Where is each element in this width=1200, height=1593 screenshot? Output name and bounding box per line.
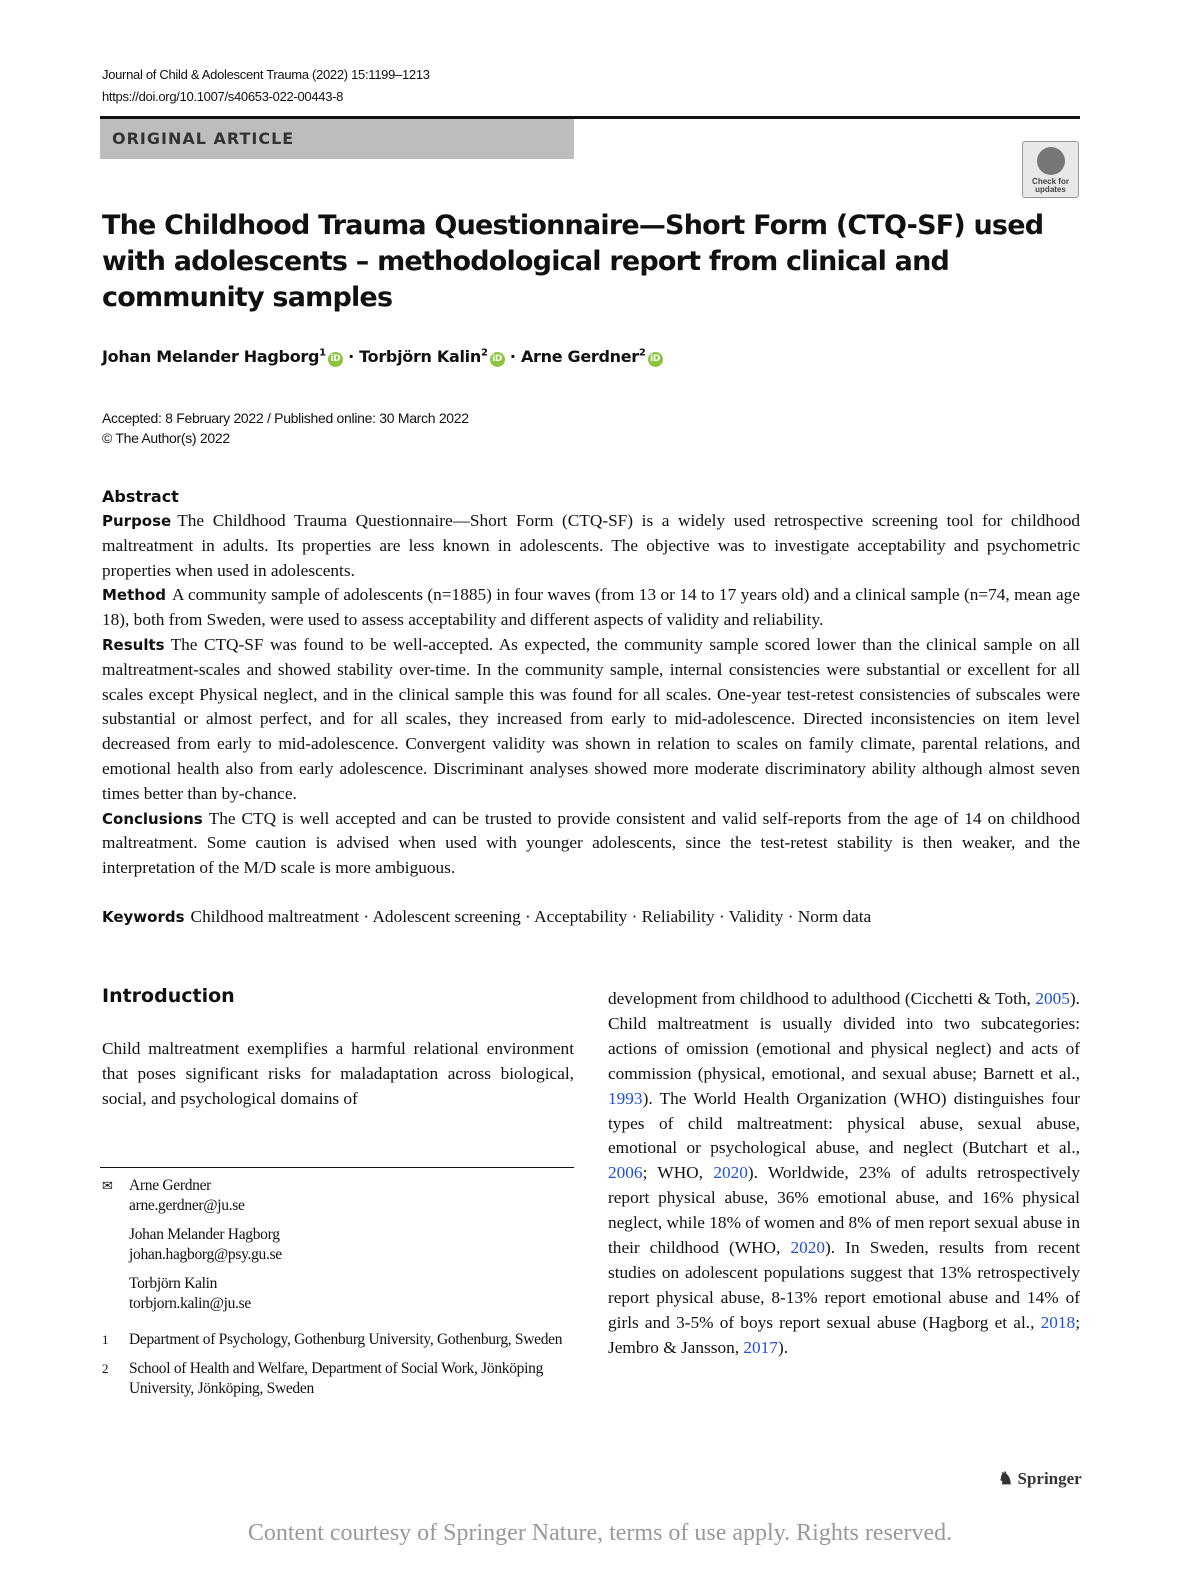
check-updates-text: updates (1035, 185, 1066, 194)
header-rule (100, 116, 1080, 119)
publication-dates: Accepted: 8 February 2022 / Published on… (102, 408, 469, 448)
keywords: Keywords Childhood maltreatment · Adolesc… (102, 907, 872, 926)
affiliation: 2 School of Health and Welfare, Departmen… (102, 1360, 544, 1397)
intro-left-paragraph: Child maltreatment exemplifies a harmful… (102, 1039, 574, 1108)
text-run: ; WHO, (642, 1163, 714, 1183)
abstract-method: Method A community sample of adolescents … (102, 585, 1080, 630)
text-run: development from childhood to adulthood … (608, 989, 1036, 1008)
text-run: ). In Sweden, results from recent studie… (608, 1238, 1080, 1332)
affiliation: 1 Department of Psychology, Gothenburg Un… (102, 1331, 563, 1348)
contact: Torbjörn Kalin torbjorn.kalin@ju.se (102, 1274, 576, 1314)
envelope-icon: ✉ (102, 1178, 113, 1193)
author: Arne Gerdner2iD (521, 347, 663, 367)
orcid-icon[interactable]: iD (489, 352, 505, 367)
citation-link[interactable]: 1993 (608, 1088, 643, 1108)
text-run: ). Child maltreatment is usually divided… (608, 989, 1080, 1083)
orcid-icon[interactable]: iD (327, 352, 343, 367)
author-list: Johan Melander Hagborg1iD · Torbjörn Kal… (102, 347, 663, 367)
check-updates-icon (1036, 147, 1065, 175)
orcid-icon[interactable]: iD (647, 352, 663, 367)
abstract-conclusions: Conclusions The CTQ is well accepted and … (102, 808, 1080, 878)
text-run: ). (777, 1337, 789, 1357)
abstract: Abstract Purpose The Childhood Trauma Que… (102, 485, 1080, 881)
journal-header: Journal of Child & Adolescent Trauma (20… (102, 64, 430, 108)
doi-link[interactable]: https://doi.org/10.1007/s40653-022-00443… (102, 89, 344, 104)
correspondence-block: ✉ Arne Gerdner arne.gerdner@ju.se Johan Me… (102, 1176, 576, 1408)
citation-link[interactable]: 2017 (743, 1337, 778, 1357)
abstract-purpose: Purpose The Childhood Trauma Questionnair… (102, 511, 1080, 580)
footer-notice: Content courtesy of Springer Nature, ter… (247, 1520, 953, 1546)
author: Torbjörn Kalin2iD (359, 347, 505, 367)
springer-logo: ♞ Springer (998, 1469, 1082, 1488)
citation-link[interactable]: 2020 (790, 1238, 826, 1258)
text-run: ). The World Health Organization (WHO) d… (608, 1088, 1080, 1158)
text-run: ). Worldwide, 23% of adults retrospectiv… (608, 1163, 1080, 1258)
article-title: The Childhood Trauma Questionnaire—Short… (102, 210, 1044, 313)
citation-link[interactable]: 2006 (608, 1163, 643, 1183)
journal-citation: Journal of Child & Adolescent Trauma (20… (102, 67, 430, 82)
email-link[interactable]: arne.gerdner@ju.se (129, 1197, 245, 1214)
check-updates-text: Check for (1032, 177, 1069, 186)
contact: Johan Melander Hagborg johan.hagborg@psy.… (102, 1225, 576, 1265)
citation-link[interactable]: 2020 (713, 1163, 748, 1183)
abstract-results: Results The CTQ-SF was found to be well-a… (102, 634, 1080, 803)
footnote-rule (100, 1167, 574, 1168)
article-type-band: ORIGINAL ARTICLE (100, 119, 574, 159)
copyright: © The Author(s) 2022 (102, 430, 230, 446)
citation-link[interactable]: 2018 (1040, 1312, 1076, 1332)
check-for-updates-badge[interactable]: Check for updates (1022, 141, 1079, 198)
text-run: ; Jembro & Jansson, (608, 1312, 1080, 1357)
intro-right-paragraph: development from childhood to adulthood … (608, 987, 1080, 1361)
author: Johan Melander Hagborg1iD (102, 347, 343, 367)
accepted-published: Accepted: 8 February 2022 / Published on… (102, 410, 469, 426)
introduction-heading: Introduction (102, 985, 235, 1007)
springer-horse-icon: ♞ (998, 1469, 1014, 1488)
contact: ✉ Arne Gerdner arne.gerdner@ju.se (102, 1176, 576, 1216)
email-link[interactable]: torbjorn.kalin@ju.se (129, 1295, 251, 1312)
email-link[interactable]: johan.hagborg@psy.gu.se (129, 1246, 282, 1263)
citation-link[interactable]: 2005 (1035, 989, 1070, 1008)
abstract-heading: Abstract (102, 487, 179, 506)
